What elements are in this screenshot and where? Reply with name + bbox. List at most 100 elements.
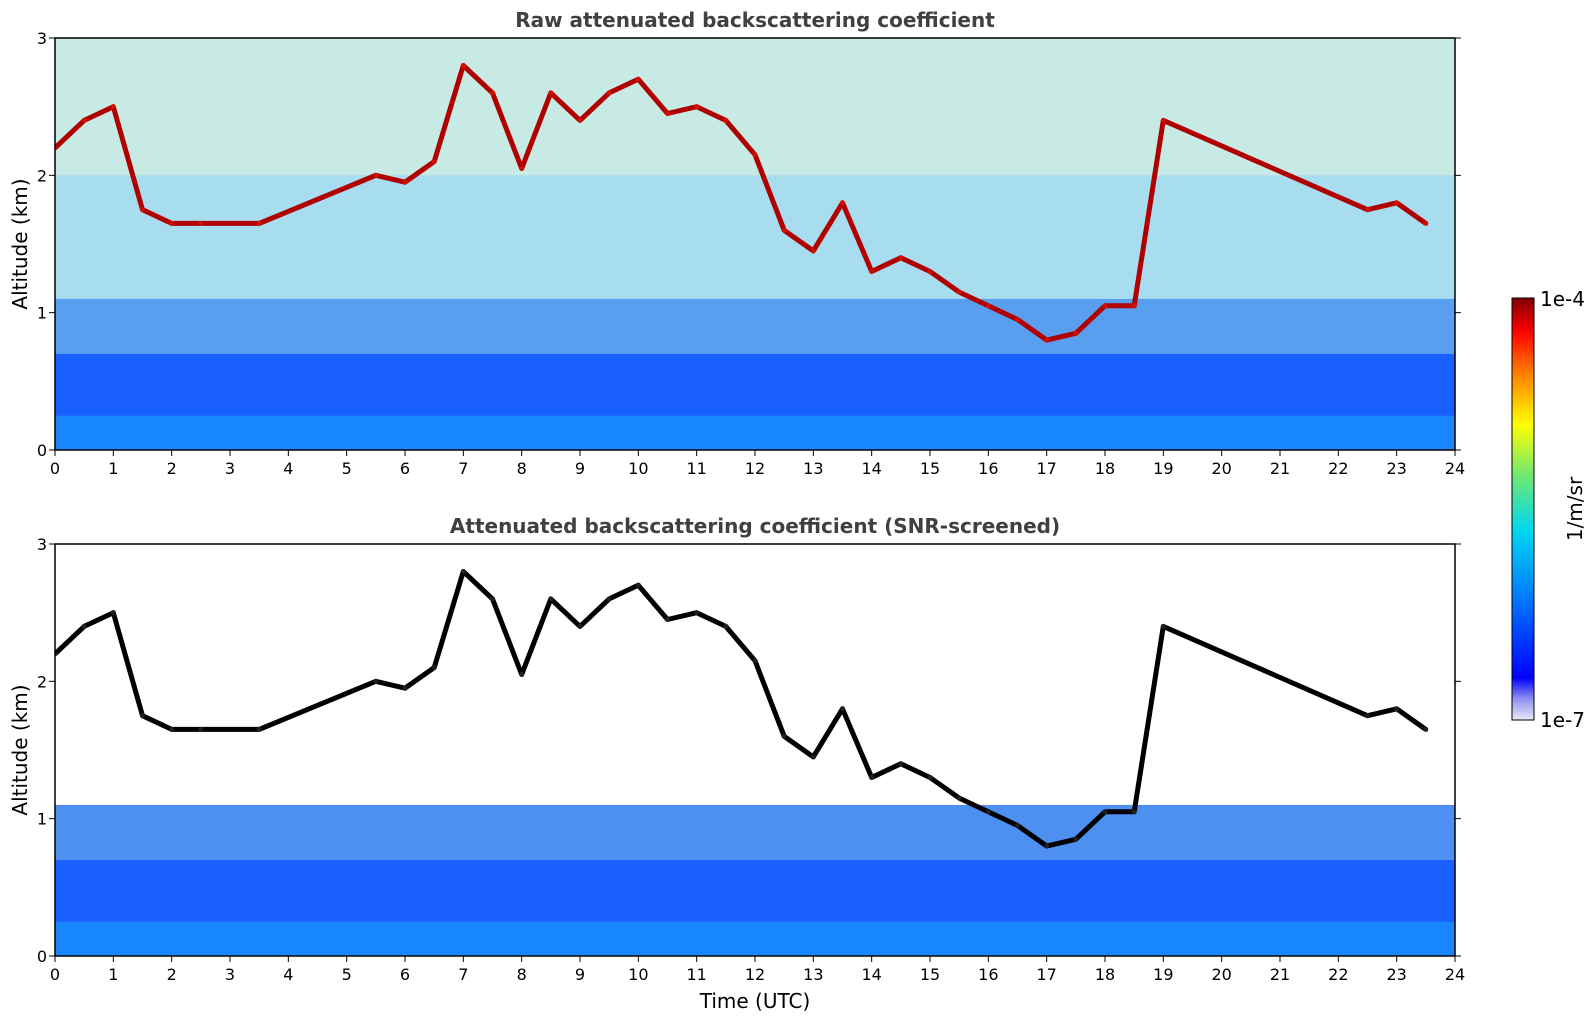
top-cloud-layer-point	[956, 289, 962, 295]
bottom-cloud-layer-point	[665, 617, 670, 623]
top-y-tick-label: 2	[37, 166, 47, 185]
top-cloud-layer-point	[1423, 220, 1429, 226]
bottom-cloud-layer-point	[81, 623, 87, 629]
bottom-cloud-layer-point	[1044, 843, 1050, 849]
top-x-tick-label: 16	[978, 459, 998, 478]
bottom-y-tick-label: 3	[37, 535, 47, 554]
top-x-tick-label: 17	[1036, 459, 1056, 478]
top-x-tick-label: 4	[283, 459, 293, 478]
top-cloud-layer-point	[110, 104, 116, 110]
top-axes: 0 1 2 3 4 5 6 7 8 9 10 11 12 13 14 15 16 17 18 19 20 21 22 23 24…	[37, 29, 1465, 478]
bottom-cloud-layer-point	[840, 706, 845, 712]
bottom-cloud-layer-point	[810, 754, 816, 760]
top-y-tick-label: 0	[37, 441, 47, 460]
top-cloud-layer-point	[869, 268, 875, 274]
top-cloud-layer-point	[781, 227, 787, 233]
bottom-cloud-layer-point	[519, 671, 525, 677]
top-cloud-layer-point	[1102, 303, 1108, 309]
bottom-cloud-layer-point	[256, 726, 262, 732]
top-cloud-layer-point	[723, 117, 729, 123]
bottom-cloud-layer-point	[898, 761, 904, 767]
bottom-x-tick-label: 24	[1445, 965, 1465, 984]
top-cloud-layer-point	[577, 117, 583, 123]
bottom-y-tick-label: 2	[37, 672, 47, 691]
bottom-cloud-layer-point	[1073, 836, 1079, 842]
bottom-cloud-layer-point	[985, 809, 991, 815]
top-cloud-layer-point	[1044, 337, 1050, 343]
bottom-x-tick-label: 7	[458, 965, 468, 984]
bottom-cloud-layer-point	[781, 733, 787, 739]
bottom-cloud-layer-point	[956, 795, 962, 801]
top-y-axis-label: Altitude (km)	[8, 178, 32, 309]
colorbar-label: 1/m/sr	[1563, 476, 1587, 541]
top-x-tick-label: 1	[108, 459, 118, 478]
top-x-tick-label: 23	[1386, 459, 1406, 478]
bottom-cloud-layer-point	[723, 623, 729, 629]
bottom-x-tick-label: 21	[1270, 965, 1290, 984]
top-x-tick-label: 2	[167, 459, 177, 478]
colorbar	[1511, 297, 1535, 721]
top-x-tick-label: 24	[1445, 459, 1465, 478]
top-plot-area	[55, 38, 1455, 450]
top-cloud-layer-point	[1131, 303, 1137, 309]
top-cloud-layer-point	[548, 90, 554, 96]
bottom-y-axis-label: Altitude (km)	[8, 684, 32, 815]
top-cloud-layer-point	[1365, 207, 1370, 213]
top-x-tick-label: 9	[575, 459, 585, 478]
top-cloud-layer-point	[81, 117, 87, 123]
top-cloud-layer-point	[810, 248, 816, 254]
top-transition-layer	[55, 298, 1455, 354]
bottom-plot-area	[55, 544, 1455, 956]
top-cloud-layer-point	[752, 152, 758, 158]
top-cloud-layer-point	[256, 220, 262, 226]
top-x-tick-label: 21	[1270, 459, 1290, 478]
top-y-tick-label: 1	[37, 304, 47, 323]
top-cloud-layer-point	[840, 200, 845, 206]
top-cloud-layer-point	[694, 104, 700, 110]
top-cloud-layer-point	[140, 207, 145, 213]
top-cloud-layer-point	[490, 90, 495, 96]
bottom-cloud-layer-point	[635, 582, 641, 588]
top-cloud-layer-point	[898, 255, 904, 261]
bottom-transition-layer	[55, 804, 1455, 860]
bottom-cloud-layer-point	[1131, 809, 1137, 815]
colorbar-max-label: 1e-4	[1540, 287, 1585, 311]
top-cloud-layer-point	[927, 268, 933, 274]
bottom-x-tick-label: 14	[861, 965, 881, 984]
top-cloud-layer-point	[635, 76, 641, 82]
top-x-tick-label: 12	[745, 459, 765, 478]
bottom-x-tick-label: 20	[1211, 965, 1231, 984]
top-x-tick-label: 6	[400, 459, 410, 478]
bottom-cloud-layer-point	[198, 726, 204, 732]
bottom-x-tick-label: 12	[745, 965, 765, 984]
bottom-x-tick-label: 17	[1036, 965, 1056, 984]
bottom-y-tick-label: 0	[37, 947, 47, 966]
top-cloud-layer-line	[55, 63, 1428, 343]
bottom-x-tick-label: 10	[628, 965, 648, 984]
top-cloud-layer-point	[665, 111, 670, 117]
bottom-x-axis-label: Time (UTC)	[699, 989, 811, 1013]
bottom-cloud-layer-point	[431, 665, 437, 671]
bottom-x-tick-label: 23	[1386, 965, 1406, 984]
top-cloud-layer-point	[1394, 200, 1400, 206]
top-cloud-layer-point	[431, 159, 437, 165]
bottom-cloud-layer-point	[927, 774, 933, 780]
top-cloud-layer-point	[1160, 117, 1166, 123]
bottom-x-tick-label: 11	[686, 965, 706, 984]
top-x-tick-label: 13	[803, 459, 823, 478]
top-x-tick-label: 8	[517, 459, 527, 478]
bottom-x-tick-label: 19	[1153, 965, 1173, 984]
top-cloud-layer-point	[402, 179, 408, 185]
top-x-tick-label: 0	[50, 459, 60, 478]
top-y-tick-label: 3	[37, 29, 47, 48]
top-cloud-layer-point	[169, 220, 175, 226]
bottom-x-tick-label: 0	[50, 965, 60, 984]
bottom-cloud-layer-line	[55, 569, 1428, 849]
top-cloud-layer-point	[198, 220, 204, 226]
bottom-axes: 0 1 2 3 4 5 6 7 8 9 10 11 12 13 14 15 16 17 18 19 20 21 22 23 24…	[37, 535, 1465, 984]
bottom-cloud-layer-point	[402, 685, 408, 691]
colorbar-min-label: 1e-7	[1540, 708, 1585, 732]
bottom-cloud-layer-point	[1160, 623, 1166, 629]
bottom-x-tick-label: 4	[283, 965, 293, 984]
